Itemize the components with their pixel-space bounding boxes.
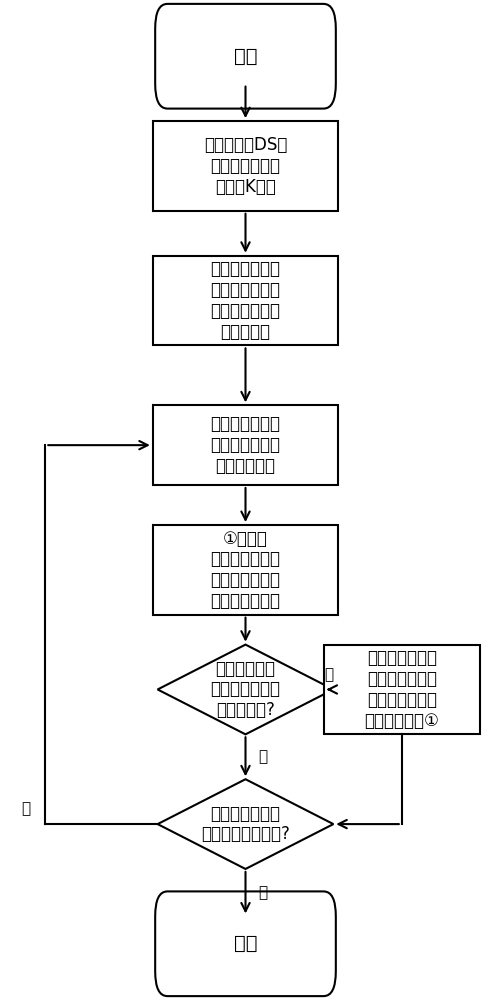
FancyBboxPatch shape [153, 256, 338, 345]
Text: ①计算出
最优填充个数，
并应用于所有时
刻的该行布局中: ①计算出 最优填充个数， 并应用于所有时 刻的该行布局中 [211, 530, 280, 610]
Polygon shape [158, 645, 333, 734]
FancyBboxPatch shape [155, 891, 336, 996]
FancyBboxPatch shape [155, 4, 336, 109]
Polygon shape [158, 779, 333, 869]
Text: 将不同时刻的根
节点从左到右在
时间轴上按序以
正方形布局: 将不同时刻的根 节点从左到右在 时间轴上按序以 正方形布局 [211, 260, 280, 341]
FancyBboxPatch shape [324, 645, 480, 734]
FancyBboxPatch shape [153, 405, 338, 485]
Text: 开始: 开始 [234, 47, 257, 66]
Text: 否: 否 [324, 667, 333, 682]
FancyBboxPatch shape [153, 525, 338, 615]
Text: 树中所有叶子节
点是否被布局完毕?: 树中所有叶子节 点是否被布局完毕? [201, 805, 290, 843]
FancyBboxPatch shape [153, 121, 338, 211]
Text: 是: 是 [258, 885, 267, 900]
Text: 将待可视化DS按
层次及时间关系
表示为K棵树: 将待可视化DS按 层次及时间关系 表示为K棵树 [204, 136, 287, 196]
Text: 同父节点下的
其他子节点是否
均布局完毕?: 同父节点下的 其他子节点是否 均布局完毕? [211, 660, 280, 719]
Text: 否: 否 [21, 802, 30, 817]
Text: 结束: 结束 [234, 934, 257, 953]
Text: 依照紧靠上边的
原则完成其他行
的树图填充布局
，布局方式同①: 依照紧靠上边的 原则完成其他行 的树图填充布局 ，布局方式同① [364, 649, 439, 730]
Text: 将子节点在根节
点区域内紧靠上
边布局第一行: 将子节点在根节 点区域内紧靠上 边布局第一行 [211, 415, 280, 475]
Text: 是: 是 [258, 749, 267, 764]
